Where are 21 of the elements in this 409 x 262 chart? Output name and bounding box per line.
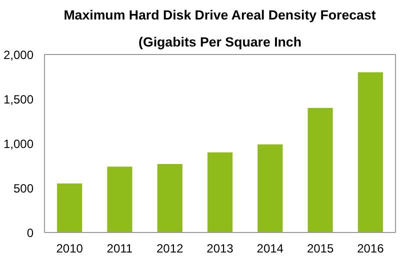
chart-subtitle: (Gigabits Per Square Inch xyxy=(138,34,302,50)
x-tick-label: 2013 xyxy=(206,242,234,256)
y-tick-label: 0 xyxy=(26,226,34,240)
bar xyxy=(157,164,182,232)
bar xyxy=(308,108,333,232)
x-tick-label: 2010 xyxy=(56,242,84,256)
x-tick-label: 2014 xyxy=(256,242,284,256)
y-tick-label: 500 xyxy=(13,182,34,196)
bar xyxy=(358,72,383,232)
bar xyxy=(57,184,82,232)
bar xyxy=(258,144,283,232)
x-tick-label: 2016 xyxy=(357,242,384,256)
y-tick-label: 2,000 xyxy=(3,48,34,62)
bar xyxy=(207,152,233,232)
x-tick-label: 2011 xyxy=(106,242,133,256)
y-tick-label: 1,500 xyxy=(3,92,34,106)
chart-title: Maximum Hard Disk Drive Areal Density Forecast xyxy=(64,8,376,22)
x-tick-label: 2012 xyxy=(156,242,184,256)
x-tick-label: 2015 xyxy=(306,242,334,256)
y-tick-label: 1,000 xyxy=(3,137,34,151)
bar xyxy=(107,166,132,232)
